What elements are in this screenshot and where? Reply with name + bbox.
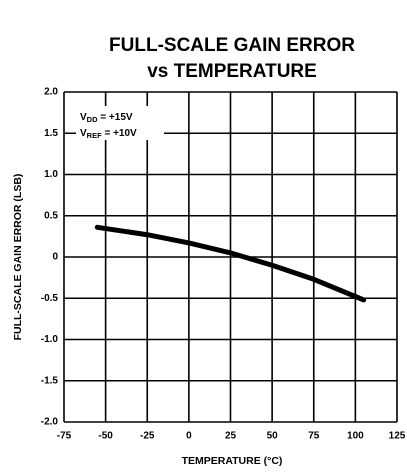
x-tick-label: 75	[308, 431, 320, 442]
y-axis-label: FULL-SCALE GAIN ERROR (LSB)	[12, 174, 24, 341]
x-tick-label: -50	[98, 431, 113, 442]
y-tick-label: 1.0	[44, 169, 58, 180]
y-tick-label: 0.5	[44, 210, 58, 221]
x-tick-label: 0	[186, 431, 192, 442]
annotation-part: DD	[87, 115, 98, 124]
annotation: VDD = +15V	[80, 112, 133, 124]
chart-title: vs TEMPERATURE	[147, 61, 317, 82]
annotation-part: = +10V	[102, 128, 137, 139]
y-tick-label: 0	[52, 252, 58, 263]
annotation-part: V	[80, 112, 87, 123]
data-line	[94, 224, 367, 303]
annotation-part: REF	[87, 131, 102, 140]
y-tick-label: 2.0	[44, 87, 58, 98]
x-tick-label: 50	[267, 431, 279, 442]
annotation-background	[76, 106, 164, 140]
annotation-part: V	[80, 128, 87, 139]
y-tick-label: -1.5	[41, 375, 59, 386]
annotation: VREF = +10V	[80, 128, 137, 140]
x-tick-label: 125	[389, 431, 406, 442]
y-tick-label: -1.0	[41, 334, 59, 345]
x-tick-label: -25	[140, 431, 155, 442]
x-tick-label: -75	[57, 431, 72, 442]
x-tick-label: 100	[347, 431, 364, 442]
y-tick-label: 1.5	[44, 128, 58, 139]
x-tick-label: 25	[225, 431, 237, 442]
y-tick-label: -0.5	[41, 293, 59, 304]
y-tick-label: -2.0	[41, 417, 59, 428]
annotation-part: = +15V	[98, 112, 133, 123]
x-axis-label: TEMPERATURE (°C)	[182, 455, 283, 467]
chart-title: FULL-SCALE GAIN ERROR	[109, 35, 355, 56]
